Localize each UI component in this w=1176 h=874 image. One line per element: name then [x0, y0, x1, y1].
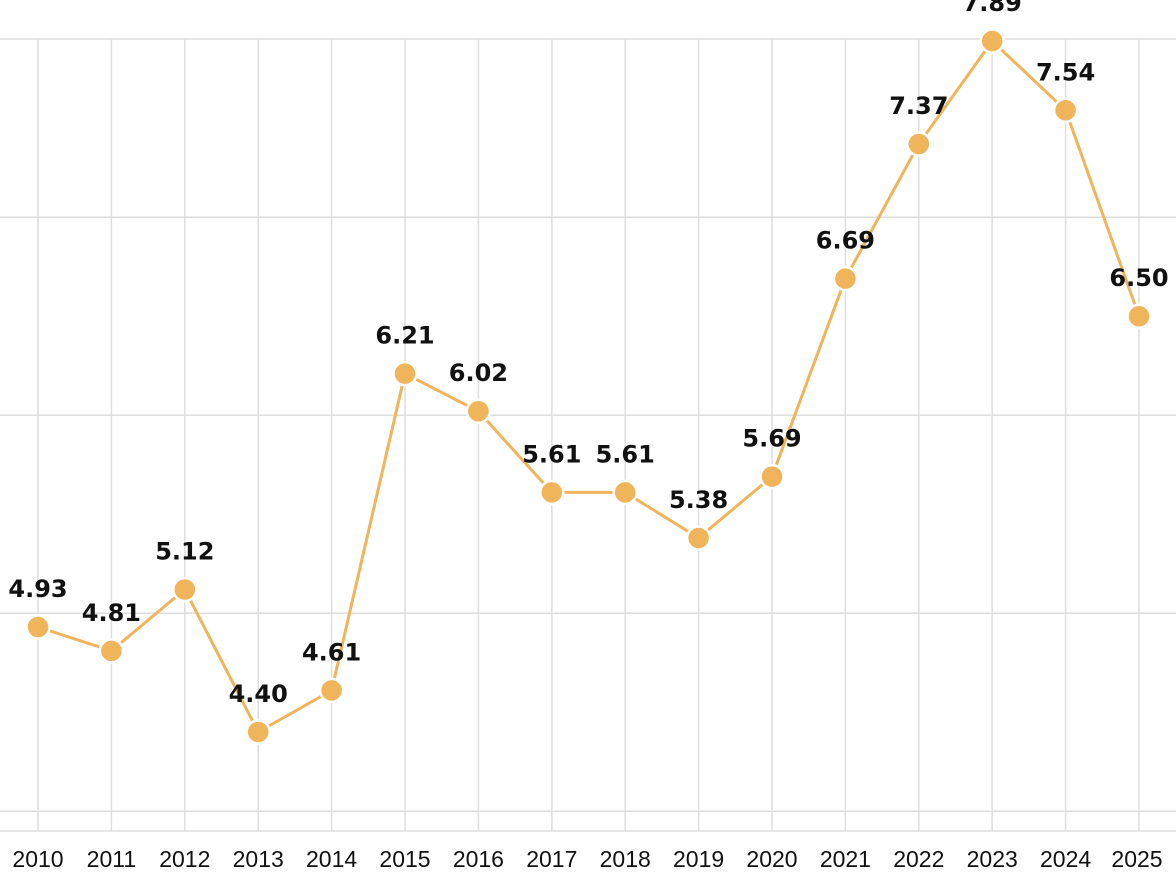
- data-point: [245, 719, 271, 745]
- x-tick-label: 2010: [12, 846, 63, 872]
- data-points: [25, 28, 1152, 745]
- data-point: [465, 398, 492, 424]
- x-tick-label: 2021: [820, 846, 871, 872]
- data-label: 5.69: [742, 425, 801, 453]
- x-tick-label: 2011: [87, 846, 136, 872]
- data-point: [172, 576, 198, 603]
- x-tick-label: 2015: [379, 846, 430, 872]
- data-label: 6.21: [375, 322, 434, 350]
- vertical-gridlines: [37, 39, 1140, 831]
- data-label: 7.89: [963, 0, 1022, 17]
- data-labels: 4.93 4.81 5.12 4.40 4.61 6.21 6.02 5.61 5.61 5.38…: [8, 0, 1168, 708]
- data-label: 6.50: [1109, 264, 1168, 292]
- data-label: 4.93: [8, 575, 67, 603]
- data-point: [612, 479, 638, 506]
- data-point: [98, 638, 125, 664]
- x-tick-label: 2024: [1040, 846, 1091, 872]
- data-point: [539, 479, 565, 506]
- x-tick-label: 2013: [233, 846, 284, 872]
- x-tick-label: 2025: [1111, 846, 1162, 872]
- data-label: 5.12: [155, 537, 214, 565]
- data-label: 7.37: [889, 92, 948, 120]
- data-label: 5.38: [669, 486, 728, 514]
- x-tick-label: 2019: [673, 846, 724, 872]
- data-point: [318, 677, 345, 704]
- series-line: [37, 39, 1141, 734]
- x-axis-tick-labels: 2010 2011 2012 2013 2014 2015 2016 2017 2018 2019…: [12, 846, 1162, 872]
- data-label: 7.54: [1036, 58, 1095, 86]
- data-label: 5.61: [596, 440, 655, 468]
- x-tick-label: 2020: [746, 846, 797, 872]
- x-tick-label: 2014: [306, 846, 357, 872]
- x-tick-label: 2012: [159, 846, 210, 872]
- data-point: [1052, 97, 1079, 124]
- data-label: 4.40: [229, 680, 288, 708]
- data-point: [685, 525, 712, 551]
- data-point: [979, 28, 1005, 54]
- data-point: [906, 131, 932, 157]
- x-tick-label: 2022: [893, 846, 944, 872]
- data-label: 4.81: [82, 599, 141, 627]
- x-tick-label: 2018: [600, 846, 651, 872]
- data-label: 6.69: [816, 227, 875, 255]
- data-point: [832, 265, 859, 292]
- data-point: [1126, 303, 1152, 329]
- x-tick-label: 2017: [526, 846, 577, 872]
- x-tick-label: 2016: [453, 846, 504, 872]
- horizontal-gridlines: [0, 38, 1176, 832]
- data-label: 6.02: [449, 359, 508, 387]
- data-label: 4.61: [302, 638, 361, 666]
- x-tick-label: 2023: [967, 846, 1018, 872]
- data-point: [25, 614, 51, 640]
- data-point: [392, 360, 418, 387]
- data-label: 5.61: [522, 440, 581, 468]
- data-point: [759, 463, 785, 490]
